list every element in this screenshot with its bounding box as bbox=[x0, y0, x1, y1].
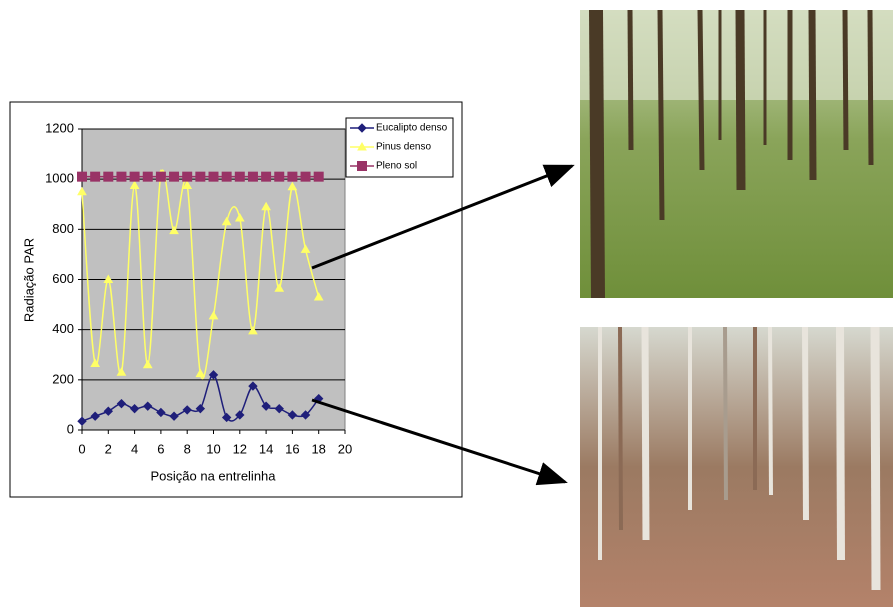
x-tick-label: 0 bbox=[78, 441, 85, 456]
marker bbox=[169, 171, 180, 182]
marker bbox=[357, 161, 367, 171]
marker bbox=[221, 216, 232, 226]
y-tick-label: 0 bbox=[67, 421, 74, 436]
marker bbox=[287, 181, 298, 191]
marker bbox=[274, 283, 285, 292]
y-tick-label: 1000 bbox=[45, 171, 74, 186]
marker bbox=[129, 171, 140, 182]
marker bbox=[248, 381, 258, 391]
marker bbox=[77, 416, 87, 426]
marker bbox=[221, 412, 232, 423]
marker bbox=[156, 407, 166, 418]
marker bbox=[208, 370, 219, 380]
x-tick-label: 14 bbox=[259, 441, 273, 456]
marker bbox=[77, 186, 87, 196]
marker bbox=[182, 180, 193, 189]
x-tick-label: 10 bbox=[206, 441, 220, 456]
marker bbox=[195, 368, 206, 378]
marker bbox=[90, 171, 101, 182]
marker bbox=[90, 411, 100, 421]
y-tick-label: 1200 bbox=[45, 120, 74, 135]
marker bbox=[116, 398, 127, 409]
marker bbox=[357, 123, 367, 133]
x-tick-label: 6 bbox=[157, 441, 164, 456]
marker bbox=[90, 358, 101, 368]
marker bbox=[142, 171, 153, 182]
legend-label: Pinus denso bbox=[376, 142, 431, 153]
marker bbox=[357, 141, 367, 151]
marker bbox=[261, 401, 271, 411]
y-tick-label: 600 bbox=[52, 271, 74, 286]
marker bbox=[313, 292, 324, 301]
marker bbox=[274, 171, 285, 182]
marker bbox=[261, 201, 271, 211]
marker bbox=[300, 410, 311, 420]
x-tick-label: 2 bbox=[105, 441, 112, 456]
marker bbox=[143, 401, 153, 411]
marker bbox=[182, 171, 193, 182]
marker bbox=[248, 325, 258, 335]
photo-eucalipto bbox=[580, 326, 893, 607]
marker bbox=[129, 180, 140, 189]
legend-label: Pleno sol bbox=[376, 161, 417, 172]
marker bbox=[287, 410, 298, 420]
marker bbox=[274, 403, 284, 414]
marker bbox=[116, 171, 127, 182]
x-tick-label: 4 bbox=[131, 441, 138, 456]
marker bbox=[77, 171, 87, 182]
marker bbox=[300, 244, 311, 253]
x-tick-label: 8 bbox=[184, 441, 191, 456]
arrow bbox=[311, 164, 575, 270]
marker bbox=[313, 171, 324, 182]
marker bbox=[247, 171, 258, 182]
y-axis-title: Radiação PAR bbox=[21, 238, 36, 322]
y-tick-label: 200 bbox=[52, 371, 74, 386]
marker bbox=[155, 171, 166, 182]
marker bbox=[103, 274, 114, 283]
x-tick-label: 12 bbox=[233, 441, 247, 456]
marker bbox=[142, 359, 153, 369]
marker bbox=[234, 171, 245, 182]
marker bbox=[116, 367, 127, 376]
marker bbox=[300, 171, 311, 182]
marker bbox=[234, 213, 245, 222]
x-tick-label: 20 bbox=[338, 441, 352, 456]
marker bbox=[169, 411, 179, 421]
marker bbox=[235, 410, 245, 420]
marker bbox=[208, 171, 219, 182]
marker bbox=[221, 171, 232, 182]
marker bbox=[208, 310, 219, 320]
marker bbox=[195, 171, 206, 182]
arrow bbox=[311, 398, 568, 486]
marker bbox=[129, 403, 140, 414]
marker bbox=[261, 171, 272, 182]
x-tick-label: 16 bbox=[285, 441, 299, 456]
marker bbox=[103, 171, 114, 182]
marker bbox=[182, 405, 192, 415]
x-tick-label: 18 bbox=[311, 441, 325, 456]
marker bbox=[169, 225, 179, 235]
x-axis-title: Posição na entrelinha bbox=[150, 468, 276, 483]
marker bbox=[103, 406, 114, 416]
marker bbox=[287, 171, 298, 182]
marker bbox=[195, 403, 206, 414]
photo-pinus bbox=[580, 9, 893, 299]
y-tick-label: 400 bbox=[52, 321, 74, 336]
legend-label: Eucalipto denso bbox=[376, 123, 448, 134]
y-tick-label: 800 bbox=[52, 221, 74, 236]
